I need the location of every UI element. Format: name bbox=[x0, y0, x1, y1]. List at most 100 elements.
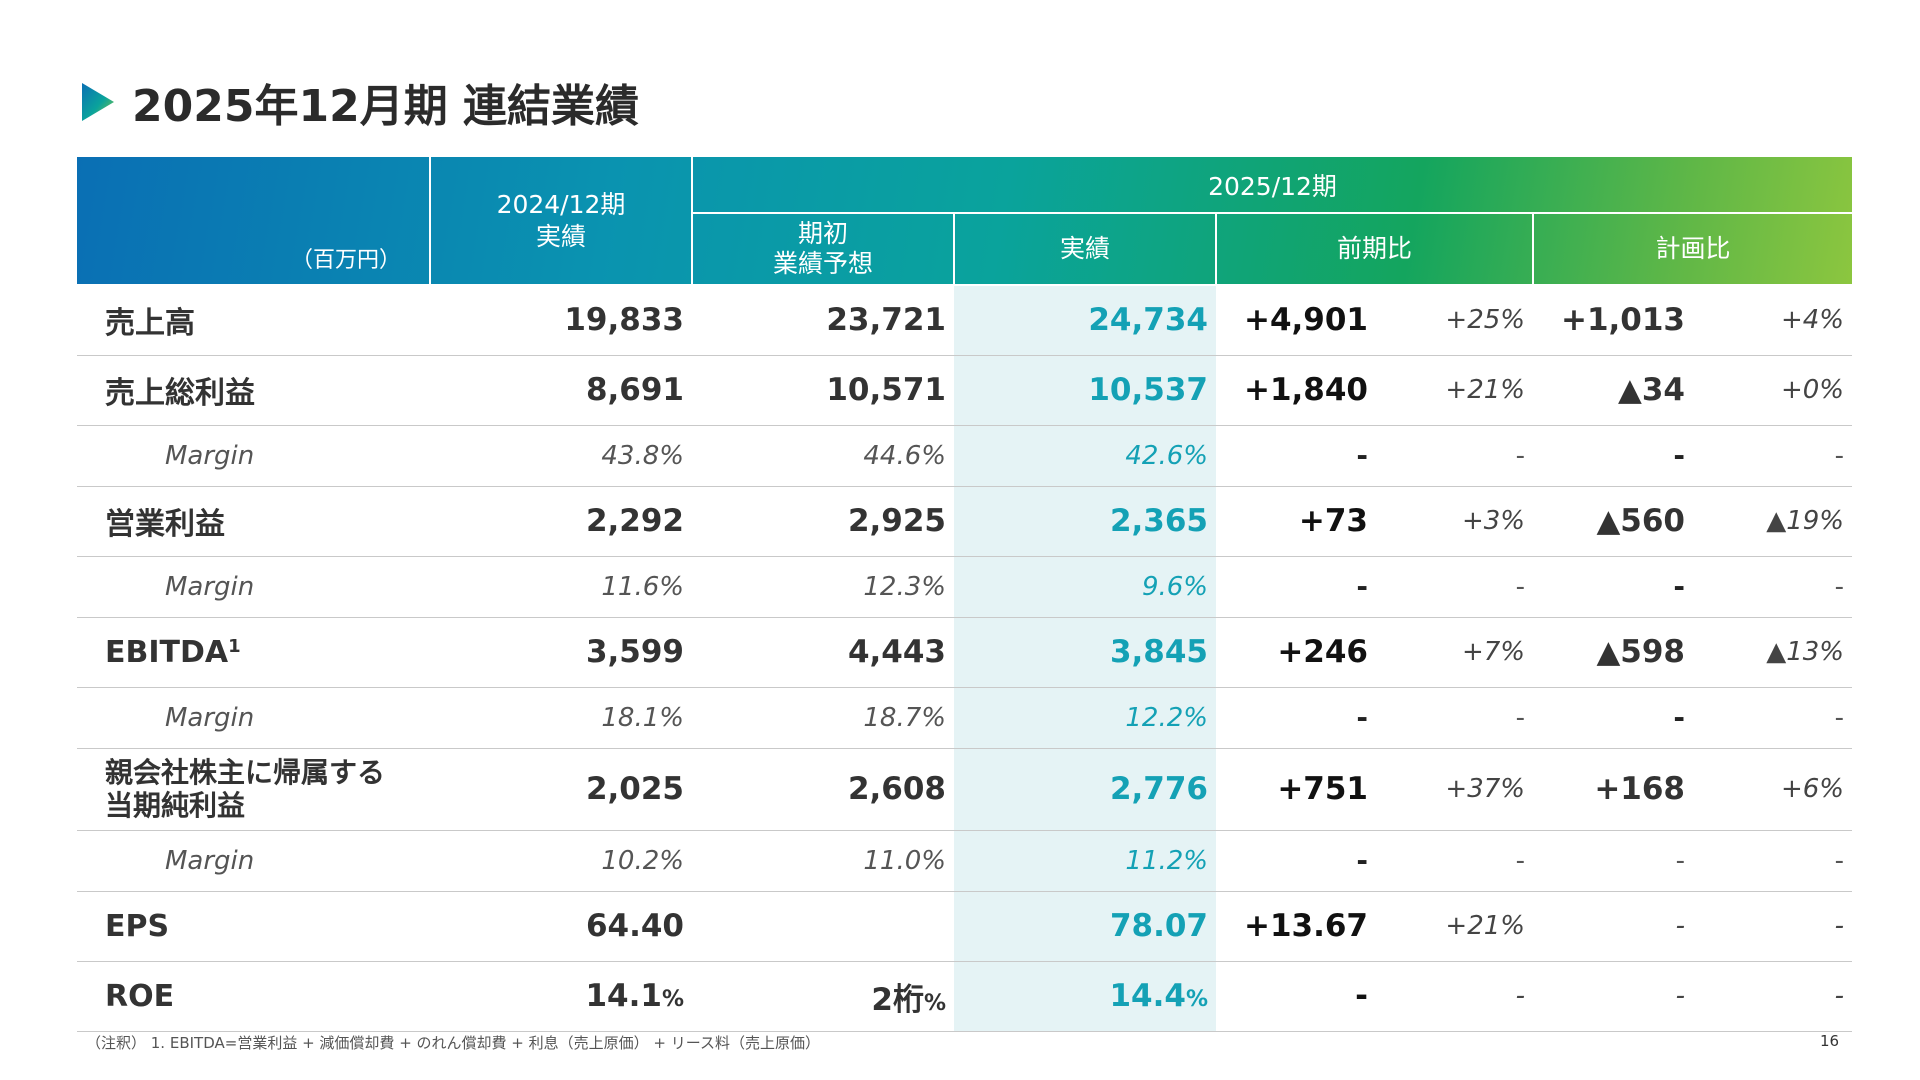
page-title: 2025年12月期 連結業績 bbox=[132, 81, 640, 132]
cell-plan-pct: - bbox=[1693, 961, 1853, 1032]
unit-label: （百万円） bbox=[77, 157, 431, 286]
cell-plan: 11.0% bbox=[692, 830, 954, 892]
cell-yoy-pct: +3% bbox=[1376, 486, 1533, 557]
cell-actual: 2,365 bbox=[954, 486, 1216, 557]
cell-yoy-pct: - bbox=[1376, 687, 1533, 749]
col-2024-line1: 2024/12期 bbox=[496, 189, 626, 219]
cell-yoy-abs: - bbox=[1216, 961, 1376, 1032]
col-2024-actual: 2024/12期 実績 bbox=[430, 157, 693, 286]
cell-actual: 24,734 bbox=[954, 285, 1216, 356]
cell-yoy-abs: +13.67 bbox=[1216, 891, 1376, 962]
col-2024-line2: 実績 bbox=[535, 221, 586, 251]
cell-plan-abs: - bbox=[1533, 830, 1693, 892]
play-triangle-icon bbox=[82, 83, 114, 121]
col-initial-plan: 期初 業績予想 bbox=[692, 213, 955, 286]
cell-plan: 2,925 bbox=[692, 486, 954, 557]
cell-2024: 14.1% bbox=[430, 961, 692, 1032]
row-label: Margin bbox=[77, 425, 430, 487]
cell-actual: 11.2% bbox=[954, 830, 1216, 892]
cell-2024: 18.1% bbox=[430, 687, 692, 749]
row-label: Margin bbox=[77, 556, 430, 618]
cell-actual: 2,776 bbox=[954, 748, 1216, 831]
cell-plan-pct: - bbox=[1693, 687, 1853, 749]
cell-plan: 12.3% bbox=[692, 556, 954, 618]
col-vs-plan: 計画比 bbox=[1533, 213, 1853, 286]
col-plan-line2: 業績予想 bbox=[772, 249, 873, 278]
row-ebitda-margin: Margin 18.1% 18.7% 12.2% - - - - bbox=[77, 687, 1853, 749]
cell-actual: 3,845 bbox=[954, 617, 1216, 688]
row-operating-profit: 営業利益 2,292 2,925 2,365 +73 +3% ▲560 ▲19% bbox=[77, 486, 1853, 557]
cell-yoy-pct: +7% bbox=[1376, 617, 1533, 688]
row-ebitda: EBITDA1 3,599 4,443 3,845 +246 +7% ▲598 … bbox=[77, 617, 1853, 688]
cell-yoy-pct: +21% bbox=[1376, 355, 1533, 426]
cell-2024: 2,292 bbox=[430, 486, 692, 557]
cell-yoy-pct: - bbox=[1376, 830, 1533, 892]
cell-plan-pct: - bbox=[1693, 891, 1853, 962]
cell-yoy-pct: +25% bbox=[1376, 285, 1533, 356]
cell-yoy-abs: +751 bbox=[1216, 748, 1376, 831]
title-block: 2025年12月期 連結業績 bbox=[80, 72, 639, 132]
roe-actual-value: 14.4 bbox=[1109, 978, 1186, 1014]
cell-yoy-pct: - bbox=[1376, 556, 1533, 618]
row-label: 売上高 bbox=[77, 285, 430, 356]
cell-plan: 10,571 bbox=[692, 355, 954, 426]
row-label: Margin bbox=[77, 830, 430, 892]
cell-2024: 10.2% bbox=[430, 830, 692, 892]
cell-plan: 4,443 bbox=[692, 617, 954, 688]
cell-yoy-abs: - bbox=[1216, 687, 1376, 749]
cell-plan-abs: - bbox=[1533, 891, 1693, 962]
roe-actual-unit: % bbox=[1185, 987, 1208, 1012]
cell-2024: 43.8% bbox=[430, 425, 692, 487]
cell-yoy-pct: +21% bbox=[1376, 891, 1533, 962]
cell-plan-abs: ▲34 bbox=[1533, 355, 1693, 426]
row-label-line1: 親会社株主に帰属する bbox=[105, 756, 386, 789]
footnote: （注釈） 1. EBITDA=営業利益 + 減価償却費 + のれん償却費 + 利… bbox=[86, 1034, 820, 1052]
row-roe: ROE 14.1% 2桁% 14.4% - - - - bbox=[77, 961, 1853, 1032]
cell-plan-abs: +168 bbox=[1533, 748, 1693, 831]
roe-2024-unit: % bbox=[661, 987, 684, 1012]
cell-plan: 2,608 bbox=[692, 748, 954, 831]
row-net-income: 親会社株主に帰属する 当期純利益 2,025 2,608 2,776 +751 … bbox=[77, 748, 1853, 831]
roe-2024-value: 14.1 bbox=[585, 978, 662, 1014]
page-number: 16 bbox=[1820, 1032, 1840, 1050]
cell-actual: 12.2% bbox=[954, 687, 1216, 749]
row-label: EPS bbox=[77, 891, 430, 962]
cell-plan: 2桁% bbox=[692, 961, 954, 1032]
cell-yoy-abs: +4,901 bbox=[1216, 285, 1376, 356]
row-eps: EPS 64.40 78.07 +13.67 +21% - - bbox=[77, 891, 1853, 962]
cell-yoy-pct: - bbox=[1376, 961, 1533, 1032]
table-header: （百万円） 2024/12期 実績 2025/12期 期初 業績予想 実績 前期… bbox=[77, 157, 1853, 286]
cell-plan: 23,721 bbox=[692, 285, 954, 356]
cell-yoy-abs: +73 bbox=[1216, 486, 1376, 557]
cell-2024: 2,025 bbox=[430, 748, 692, 831]
cell-actual: 9.6% bbox=[954, 556, 1216, 618]
row-label-line2: 当期純利益 bbox=[105, 789, 246, 822]
cell-plan: 18.7% bbox=[692, 687, 954, 749]
row-gross-profit: 売上総利益 8,691 10,571 10,537 +1,840 +21% ▲3… bbox=[77, 355, 1853, 426]
row-gross-margin: Margin 43.8% 44.6% 42.6% - - - - bbox=[77, 425, 1853, 487]
cell-plan: 44.6% bbox=[692, 425, 954, 487]
row-sales: 売上高 19,833 23,721 24,734 +4,901 +25% +1,… bbox=[77, 285, 1853, 356]
row-label: ROE bbox=[77, 961, 430, 1032]
cell-yoy-abs: - bbox=[1216, 556, 1376, 618]
cell-actual: 14.4% bbox=[954, 961, 1216, 1032]
cell-actual: 78.07 bbox=[954, 891, 1216, 962]
cell-plan-abs: - bbox=[1533, 961, 1693, 1032]
group-2025: 2025/12期 bbox=[692, 157, 1853, 214]
cell-plan-abs: - bbox=[1533, 687, 1693, 749]
roe-plan-value: 2桁 bbox=[871, 981, 924, 1018]
row-label: 営業利益 bbox=[77, 486, 430, 557]
row-label: 売上総利益 bbox=[77, 355, 430, 426]
cell-plan-pct: ▲19% bbox=[1693, 486, 1853, 557]
cell-plan-pct: - bbox=[1693, 425, 1853, 487]
footnote-mark: 1 bbox=[228, 635, 241, 657]
cell-yoy-abs: +246 bbox=[1216, 617, 1376, 688]
roe-plan-unit: % bbox=[923, 990, 946, 1016]
cell-yoy-abs: - bbox=[1216, 830, 1376, 892]
cell-yoy-abs: +1,840 bbox=[1216, 355, 1376, 426]
row-label: EBITDA bbox=[105, 634, 229, 670]
row-label-ebitda: EBITDA1 bbox=[77, 617, 430, 688]
cell-plan-pct: ▲13% bbox=[1693, 617, 1853, 688]
cell-plan-pct: +6% bbox=[1693, 748, 1853, 831]
cell-plan bbox=[692, 891, 954, 962]
